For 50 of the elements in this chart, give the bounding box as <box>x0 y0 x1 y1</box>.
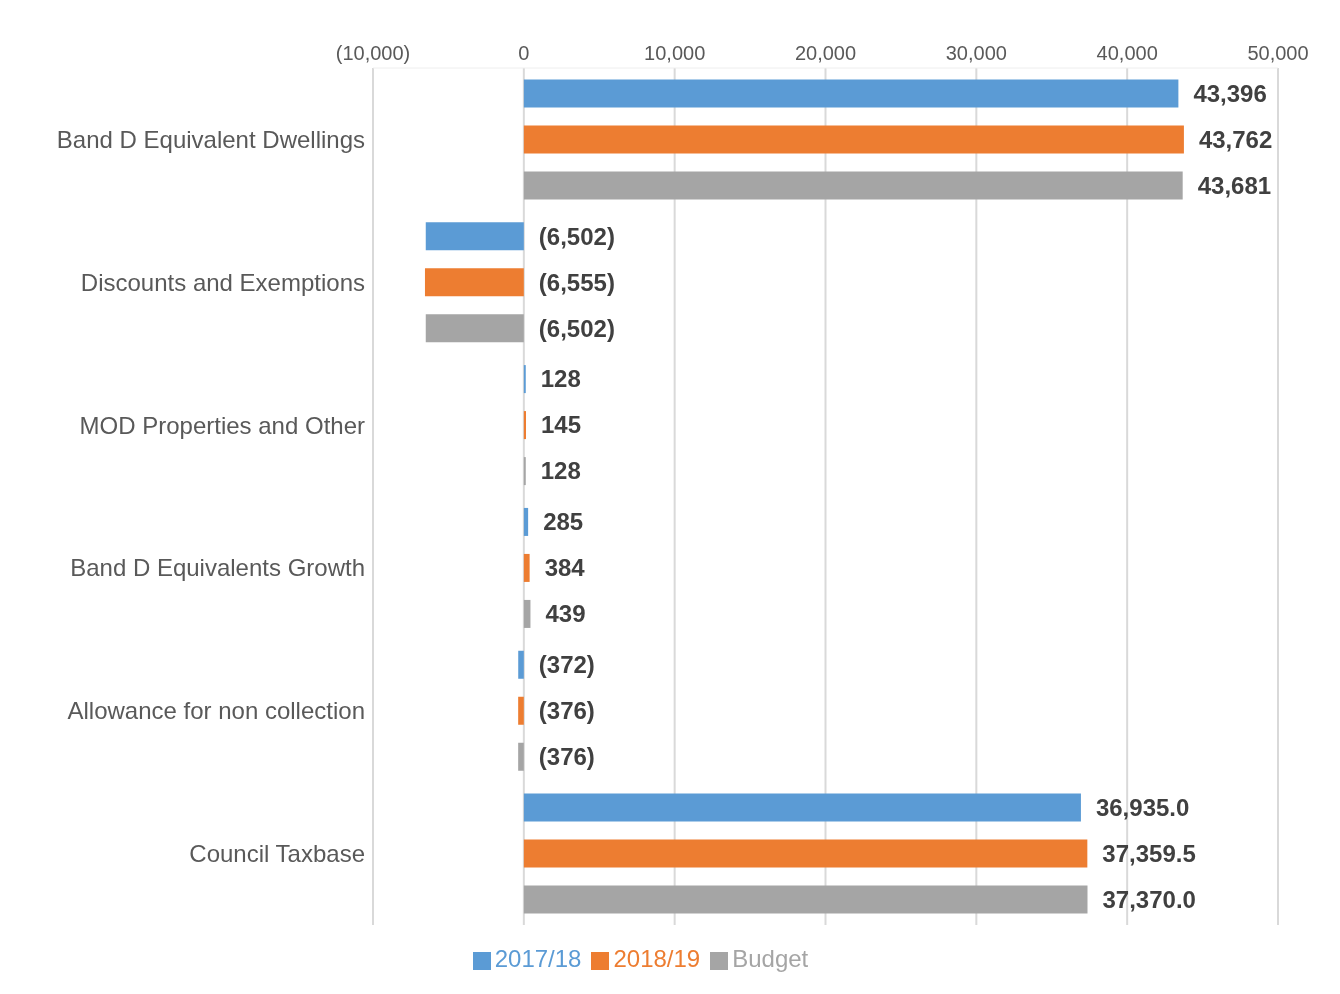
x-tick-label: 20,000 <box>794 42 857 64</box>
bar <box>523 125 1184 154</box>
bar <box>523 839 1088 868</box>
bar <box>518 742 524 771</box>
data-label: 43,762 <box>1198 125 1273 153</box>
bar <box>523 171 1183 200</box>
data-label: (376) <box>538 743 595 771</box>
bar <box>523 599 531 628</box>
data-label: (372) <box>538 651 595 679</box>
bar <box>518 696 524 725</box>
bar <box>523 79 1179 108</box>
data-label: (6,502) <box>538 314 615 342</box>
x-tick-label: 10,000 <box>644 42 706 64</box>
data-label: 37,370.0 <box>1102 885 1196 913</box>
data-label: 128 <box>540 457 581 485</box>
data-label: (6,502) <box>538 222 615 250</box>
data-label: 43,396 <box>1193 79 1267 107</box>
y-tick-label: Discounts and Exemptions <box>80 268 365 296</box>
bar <box>523 553 530 582</box>
bar <box>424 268 524 297</box>
x-tick-label: 40,000 <box>1096 42 1158 64</box>
y-tick-label: Band D Equivalent Dwellings <box>56 125 365 153</box>
x-tick-label: 50,000 <box>1247 42 1309 64</box>
data-label: 285 <box>543 508 584 536</box>
bar <box>523 793 1081 822</box>
bar <box>523 411 527 440</box>
x-tick-label: (10,000) <box>335 42 411 64</box>
y-tick-label: Council Taxbase <box>189 840 365 868</box>
bar <box>518 650 524 679</box>
y-tick-label: Allowance for non collection <box>67 697 365 725</box>
y-tick-label: Band D Equivalents Growth <box>70 554 365 582</box>
data-label: 37,359.5 <box>1102 839 1196 867</box>
data-label: (376) <box>538 697 595 725</box>
bar <box>425 314 524 343</box>
legend-label: 2017/18 <box>494 945 582 972</box>
data-label: 43,681 <box>1197 171 1272 199</box>
bar <box>523 885 1088 914</box>
data-label: 145 <box>541 411 582 439</box>
data-label: 128 <box>540 365 581 393</box>
legend-label: Budget <box>732 945 809 972</box>
y-tick-label: MOD Properties and Other <box>79 411 365 439</box>
data-label: 36,935.0 <box>1095 793 1190 821</box>
data-label: (6,555) <box>538 268 615 296</box>
data-label: 384 <box>544 554 586 582</box>
legend-label: 2018/19 <box>613 945 701 972</box>
data-label: 439 <box>545 600 586 628</box>
bar <box>425 222 524 251</box>
x-tick-label: 0 <box>518 42 530 64</box>
bar <box>523 507 529 536</box>
x-tick-label: 30,000 <box>945 42 1007 64</box>
